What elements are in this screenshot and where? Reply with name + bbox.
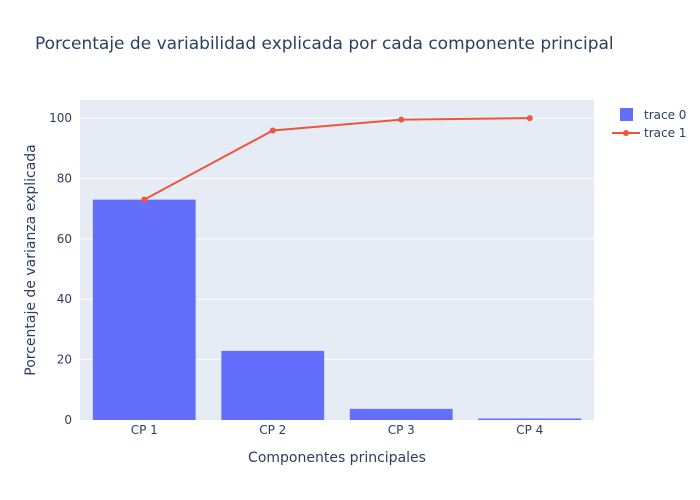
- bar-4: [478, 418, 582, 420]
- y-tick-label-20: 20: [57, 353, 72, 367]
- legend-label-trace-0: trace 0: [644, 108, 686, 122]
- legend-swatch-trace-0: [620, 108, 633, 121]
- y-tick-label-0: 0: [64, 413, 72, 427]
- cumulative-line: [143, 117, 530, 201]
- x-tick-label-3: CP 3: [388, 423, 415, 437]
- x-axis-ticks: CP 1 CP 2 CP 3 CP 4: [131, 423, 544, 437]
- y-tick-label-100: 100: [49, 111, 72, 125]
- bar-3: [349, 408, 453, 420]
- line-series: [141, 115, 533, 203]
- y-tick-label-80: 80: [57, 171, 72, 185]
- legend-marker-trace-1: [623, 130, 629, 136]
- y-axis-title: Porcentaje de varianza explicada: [23, 144, 39, 376]
- line-point-1: [141, 196, 148, 203]
- x-tick-label-4: CP 4: [516, 423, 543, 437]
- y-tick-label-40: 40: [57, 292, 72, 306]
- bar-1: [92, 199, 196, 420]
- line-point-4: [526, 115, 533, 122]
- chart-title: Porcentaje de variabilidad explicada por…: [35, 34, 614, 54]
- bar-series: [92, 199, 582, 420]
- line-point-2: [269, 127, 276, 134]
- line-point-3: [398, 116, 405, 123]
- y-tick-label-60: 60: [57, 232, 72, 246]
- x-tick-label-2: CP 2: [259, 423, 286, 437]
- y-axis-ticks: 0 20 40 60 80 100: [49, 111, 72, 427]
- x-tick-label-1: CP 1: [131, 423, 158, 437]
- legend[interactable]: trace 0 trace 1: [612, 108, 686, 140]
- bar-2: [221, 350, 325, 420]
- x-axis-title: Componentes principales: [248, 450, 426, 466]
- legend-label-trace-1: trace 1: [644, 126, 686, 140]
